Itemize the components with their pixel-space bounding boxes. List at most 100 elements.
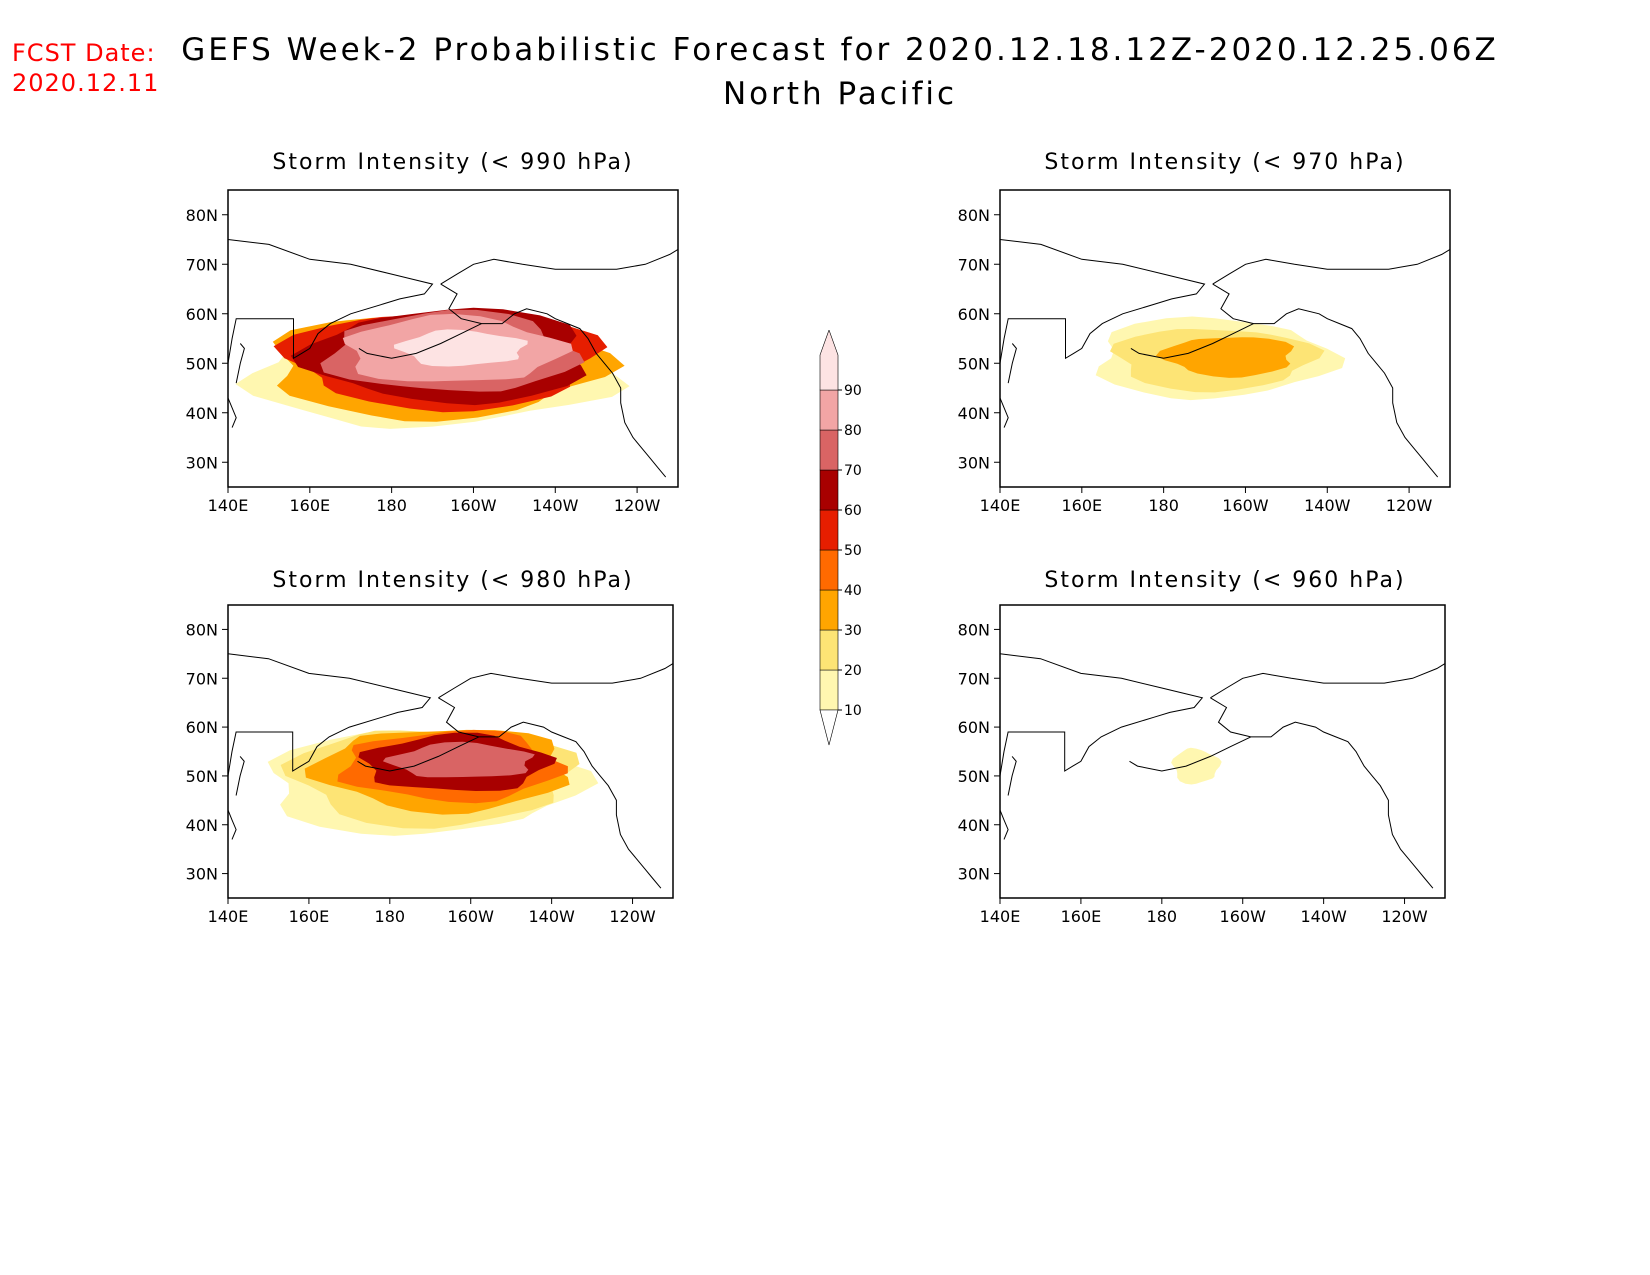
lat-tick-label: 80N	[186, 206, 218, 225]
lat-tick-label: 50N	[186, 354, 218, 373]
lat-tick-label: 70N	[958, 669, 990, 688]
lon-tick-label: 160E	[289, 907, 330, 926]
lat-tick-label: 30N	[186, 865, 218, 884]
colorbar-label: 80	[844, 423, 862, 439]
coastline	[1212, 248, 1451, 285]
coastline	[1007, 756, 1017, 796]
lon-tick-label: 160E	[1061, 907, 1102, 926]
colorbar-label: 90	[844, 383, 862, 399]
lat-tick-label: 60N	[958, 305, 990, 324]
lon-tick-label: 140W	[1304, 496, 1351, 515]
coastline	[1210, 697, 1434, 889]
colorbar-swatch	[819, 429, 839, 471]
map-frame	[227, 604, 674, 899]
lat-tick-label: 50N	[958, 354, 990, 373]
lon-tick-label: 160W	[450, 496, 497, 515]
lat-tick-label: 50N	[958, 767, 990, 786]
colorbar-label: 30	[844, 623, 862, 639]
colorbar-swatch	[819, 589, 839, 631]
colorbar-label: 50	[844, 543, 862, 559]
lon-tick-label: 140E	[208, 907, 249, 926]
coastline	[358, 323, 482, 359]
coastline	[999, 809, 1009, 840]
coastline	[438, 663, 674, 699]
colorbar-label: 60	[844, 503, 862, 519]
map-panel-2: 140E 160E 180 160W 140W 120W 80N 70N 60N 50N 40N 30…	[186, 604, 674, 926]
lon-tick-label: 180	[1148, 496, 1179, 515]
main-title: GEFS Week-2 Probabilistic Forecast for 2…	[181, 32, 1499, 68]
lon-tick-label: 180	[376, 496, 407, 515]
probability-region-10	[1171, 747, 1222, 785]
map-frame	[999, 604, 1446, 899]
colorbar-swatch	[819, 469, 839, 511]
coastline	[235, 756, 245, 796]
lon-tick-label: 160E	[289, 496, 330, 515]
lat-tick-label: 70N	[186, 255, 218, 274]
forecast-date-label: FCST Date:	[12, 39, 156, 67]
panel-title-970: Storm Intensity (< 970 hPa)	[1044, 150, 1406, 175]
lon-tick-label: 160W	[1222, 496, 1269, 515]
lon-tick-label: 140E	[980, 496, 1021, 515]
lon-tick-label: 120W	[1381, 907, 1428, 926]
lat-tick-label: 70N	[958, 255, 990, 274]
colorbar-label: 40	[844, 583, 862, 599]
panel-title-960: Storm Intensity (< 960 hPa)	[1044, 568, 1406, 593]
coastline	[227, 653, 432, 776]
map-panel-0: 140E 160E 180 160W 140W 120W 80N 70N 60N 50N 40N 30…	[186, 189, 679, 515]
forecast-date-block: FCST Date: 2020.12.11	[12, 38, 159, 98]
lon-tick-label: 180	[375, 907, 406, 926]
coastline	[1212, 283, 1439, 478]
colorbar-swatch	[819, 629, 839, 671]
coastline	[999, 397, 1009, 428]
lat-tick-label: 40N	[186, 404, 218, 423]
colorbar-swatch	[819, 330, 839, 391]
map-panel-1: 140E 160E 180 160W 140W 120W 80N 70N 60N 50N 40N 30…	[958, 189, 1451, 515]
coastline	[999, 653, 1204, 776]
map-panel-3: 140E 160E 180 160W 140W 120W 80N 70N 60N 50N 40N 30…	[958, 604, 1446, 926]
map-frame	[999, 189, 1451, 488]
coastline	[357, 736, 480, 772]
probability-region-90	[393, 329, 528, 367]
colorbar-label: 10	[844, 703, 862, 719]
lat-tick-label: 80N	[958, 620, 990, 639]
colorbar-low-cap	[819, 709, 839, 746]
coastline	[999, 239, 1206, 364]
coastline	[440, 248, 679, 285]
coastline	[227, 239, 434, 364]
lon-tick-label: 160W	[1220, 907, 1267, 926]
lat-tick-label: 80N	[186, 620, 218, 639]
map-frame	[227, 189, 679, 488]
probability-region-70	[382, 741, 535, 778]
lon-tick-label: 160E	[1061, 496, 1102, 515]
coastline	[1129, 736, 1252, 772]
coastline	[1130, 323, 1254, 359]
forecast-date-value: 2020.12.11	[12, 69, 160, 97]
lon-tick-label: 160W	[448, 907, 495, 926]
lon-tick-label: 120W	[609, 907, 656, 926]
lon-tick-label: 140W	[528, 907, 575, 926]
colorbar-swatch	[819, 549, 839, 591]
lat-tick-label: 80N	[958, 206, 990, 225]
colorbar-swatch	[819, 669, 839, 711]
lat-tick-label: 40N	[186, 816, 218, 835]
colorbar-swatch	[819, 509, 839, 551]
lat-tick-label: 40N	[958, 404, 990, 423]
panel-title-980: Storm Intensity (< 980 hPa)	[272, 568, 634, 593]
lon-tick-label: 140E	[208, 496, 249, 515]
panel-title-990: Storm Intensity (< 990 hPa)	[272, 150, 634, 175]
colorbar-label: 70	[844, 463, 862, 479]
lon-tick-label: 180	[1147, 907, 1178, 926]
lat-tick-label: 60N	[958, 718, 990, 737]
colorbar-swatch	[819, 389, 839, 431]
lat-tick-label: 30N	[958, 865, 990, 884]
lat-tick-label: 60N	[186, 718, 218, 737]
coastline	[1210, 663, 1446, 699]
lat-tick-label: 70N	[186, 669, 218, 688]
colorbar: 10 20 30 40 50 60 70 80 90	[819, 330, 862, 746]
lat-tick-label: 40N	[958, 816, 990, 835]
sub-title: North Pacific	[722, 76, 958, 112]
coastline	[227, 397, 237, 428]
lon-tick-label: 120W	[1386, 496, 1433, 515]
lon-tick-label: 140W	[1300, 907, 1347, 926]
